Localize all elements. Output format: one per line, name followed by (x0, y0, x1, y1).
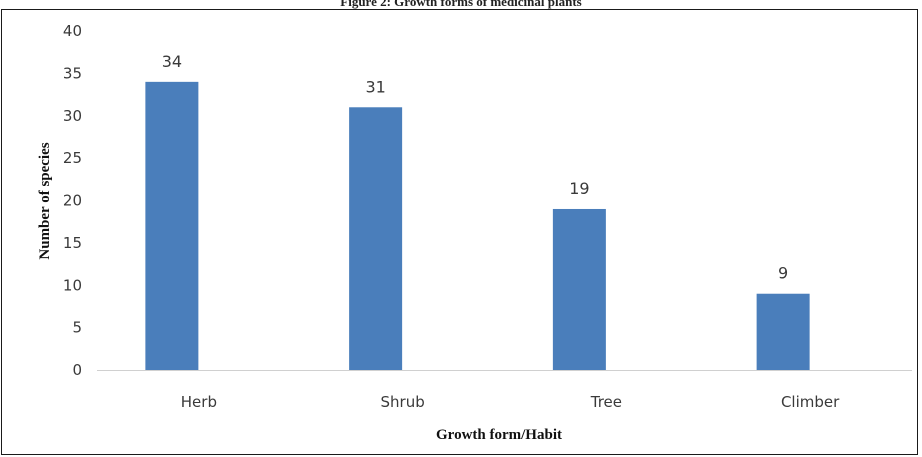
y-tick-label: 25 (63, 149, 82, 167)
figure-caption: Figure 2: Growth forms of medicinal plan… (340, 0, 582, 9)
x-category-label: Climber (781, 393, 840, 411)
y-tick-label: 5 (72, 319, 82, 337)
x-category-label: Herb (181, 393, 217, 411)
y-tick-label: 10 (63, 276, 82, 294)
data-labels: 34 31 19 9 (162, 52, 789, 283)
data-label: 31 (365, 77, 385, 96)
x-category-label: Tree (590, 393, 622, 411)
data-label: 34 (162, 52, 182, 71)
bar-herb (145, 81, 199, 370)
x-axis-title: Growth form/Habit (436, 427, 562, 443)
y-axis-ticks: 0 5 10 15 20 25 30 35 40 (63, 22, 82, 379)
y-axis-title: Number of species (37, 142, 53, 259)
y-tick-label: 0 (72, 361, 82, 379)
y-tick-label: 30 (63, 107, 82, 125)
y-tick-label: 15 (63, 234, 82, 252)
y-tick-label: 35 (63, 64, 82, 82)
data-label: 19 (569, 179, 589, 198)
y-tick-label: 40 (63, 22, 82, 40)
bar-climber (756, 293, 810, 370)
figure-frame (1, 9, 918, 455)
x-category-label: Shrub (381, 393, 425, 411)
bar-shrub (349, 107, 403, 371)
x-axis-categories: Herb Shrub Tree Climber (181, 393, 840, 411)
bar-tree (552, 208, 606, 370)
y-tick-label: 20 (63, 192, 82, 210)
data-label: 9 (778, 264, 788, 283)
bars (145, 81, 810, 371)
